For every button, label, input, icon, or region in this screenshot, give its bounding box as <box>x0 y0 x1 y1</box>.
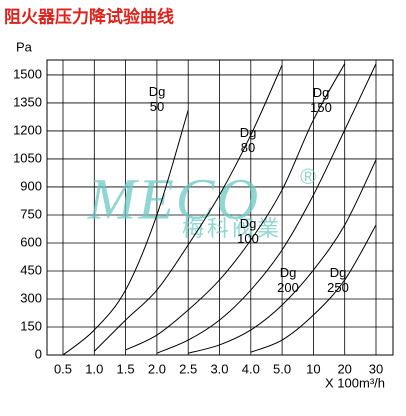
chart-title: 阻火器压力降试验曲线 <box>4 6 174 26</box>
y-tick-label: 1200 <box>13 122 42 137</box>
series-label: Dg 150 <box>310 85 332 115</box>
curve <box>62 109 189 356</box>
x-tick-label: 30 <box>369 361 383 376</box>
series-label-box: Dg 150 <box>310 85 332 115</box>
series-label-box: Dg 250 <box>327 265 349 295</box>
y-tick-label: 1350 <box>13 94 42 109</box>
y-tick-label: 0 <box>35 346 42 361</box>
x-tick-label: 20 <box>337 361 351 376</box>
grid <box>46 59 394 356</box>
series-label: Dg 80 <box>239 125 257 155</box>
x-tick-label: 10 <box>306 361 320 376</box>
series-label: Dg 100 <box>237 216 259 246</box>
curve <box>125 63 346 351</box>
y-tick-label: 1500 <box>13 66 42 81</box>
series-label: Dg 50 <box>148 84 166 114</box>
x-tick-label: 2.5 <box>179 361 197 376</box>
series-label-box: Dg 100 <box>237 216 259 246</box>
curve <box>188 159 377 354</box>
x-tick-label: 3.0 <box>210 361 228 376</box>
x-tick-label: 4.0 <box>242 361 260 376</box>
y-tick-label: 450 <box>20 262 42 277</box>
y-tick-label: 600 <box>20 234 42 249</box>
y-tick-label: 750 <box>20 206 42 221</box>
y-axis-label: Pa <box>16 39 33 54</box>
series-label-box: Dg 80 <box>239 125 257 155</box>
y-tick-label: 300 <box>20 290 42 305</box>
curve <box>156 63 377 354</box>
series-label: Dg 250 <box>327 265 349 295</box>
y-tick-label: 150 <box>20 318 42 333</box>
watermark-mark: ® <box>300 164 316 189</box>
series-label: Dg 200 <box>277 265 299 295</box>
watermark-subtitle: 梅科阀業 <box>182 216 282 241</box>
x-axis-label: X 100m³/h <box>325 375 385 390</box>
y-tick-label: 900 <box>20 178 42 193</box>
x-tick-label: 0.5 <box>54 361 72 376</box>
series-label-box: Dg 50 <box>148 84 166 114</box>
x-tick-label: 1.5 <box>117 361 135 376</box>
curve <box>250 224 377 353</box>
x-tick-label: 5.0 <box>273 361 291 376</box>
y-tick-label: 1050 <box>13 150 42 165</box>
x-tick-label: 1.0 <box>85 361 103 376</box>
x-tick-label: 2.0 <box>148 361 166 376</box>
curve <box>93 64 283 352</box>
series-label-box: Dg 200 <box>277 265 299 295</box>
